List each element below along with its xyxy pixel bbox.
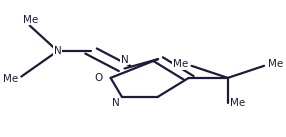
- Text: Me: Me: [3, 74, 18, 84]
- Text: Me: Me: [268, 59, 283, 69]
- Text: Me: Me: [173, 59, 188, 69]
- Text: N: N: [112, 98, 120, 108]
- Text: O: O: [94, 73, 102, 83]
- Text: Me: Me: [230, 98, 245, 108]
- Text: N: N: [121, 55, 128, 65]
- Text: N: N: [54, 46, 61, 56]
- Text: Me: Me: [23, 15, 39, 25]
